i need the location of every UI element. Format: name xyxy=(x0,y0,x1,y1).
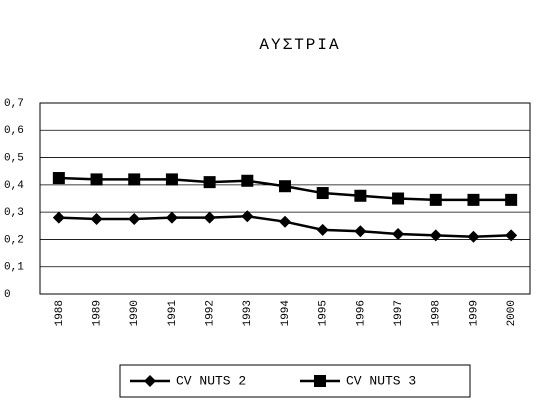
marker xyxy=(90,173,103,186)
marker xyxy=(241,174,254,187)
x-tick-label: 1998 xyxy=(431,300,443,326)
marker xyxy=(52,211,65,224)
marker xyxy=(144,375,156,387)
x-tick-label: 2000 xyxy=(506,300,518,326)
marker xyxy=(203,176,216,189)
marker xyxy=(279,215,291,228)
marker xyxy=(165,173,178,186)
x-tick-label: 1992 xyxy=(205,300,217,326)
x-tick-label: 1989 xyxy=(91,300,103,326)
marker xyxy=(467,193,480,206)
marker xyxy=(505,229,518,242)
marker xyxy=(314,375,326,387)
marker xyxy=(279,180,291,193)
legend-label: CV NUTS 3 xyxy=(346,373,416,388)
marker xyxy=(467,230,480,243)
y-tick-label: 0,7 xyxy=(4,98,24,110)
y-tick-label: 0,4 xyxy=(4,180,24,192)
y-tick-label: 0,3 xyxy=(4,207,24,219)
chart-title: ΑΥΣΤΡΙΑ xyxy=(259,36,340,54)
marker xyxy=(165,211,178,224)
plot-border xyxy=(39,102,531,295)
legend-box xyxy=(119,364,471,398)
marker xyxy=(392,192,405,205)
marker xyxy=(316,187,329,200)
x-tick-label: 1990 xyxy=(129,300,141,326)
x-tick-label: 1993 xyxy=(242,300,254,326)
marker xyxy=(354,189,367,202)
marker xyxy=(90,212,103,225)
marker xyxy=(203,211,216,224)
marker xyxy=(354,225,367,238)
marker xyxy=(429,193,442,206)
x-tick-label: 1995 xyxy=(318,300,330,326)
y-tick-label: 0,6 xyxy=(4,125,24,137)
x-tick-label: 1994 xyxy=(280,300,292,327)
marker xyxy=(316,223,329,236)
marker xyxy=(241,210,254,223)
y-tick-label: 0 xyxy=(4,289,11,301)
x-tick-label: 1999 xyxy=(468,300,480,326)
marker xyxy=(392,227,405,240)
x-tick-label: 1996 xyxy=(355,300,367,326)
marker xyxy=(429,229,442,242)
legend-label: CV NUTS 2 xyxy=(176,373,246,388)
y-tick-label: 0,5 xyxy=(4,152,24,164)
x-tick-label: 1988 xyxy=(54,300,66,326)
x-tick-label: 1997 xyxy=(393,300,405,326)
y-tick-label: 0,1 xyxy=(4,262,24,274)
marker xyxy=(505,193,518,206)
x-tick-label: 1991 xyxy=(167,300,179,327)
marker xyxy=(52,172,65,185)
y-tick-label: 0,2 xyxy=(4,234,24,246)
marker xyxy=(128,212,141,225)
marker xyxy=(128,173,141,186)
